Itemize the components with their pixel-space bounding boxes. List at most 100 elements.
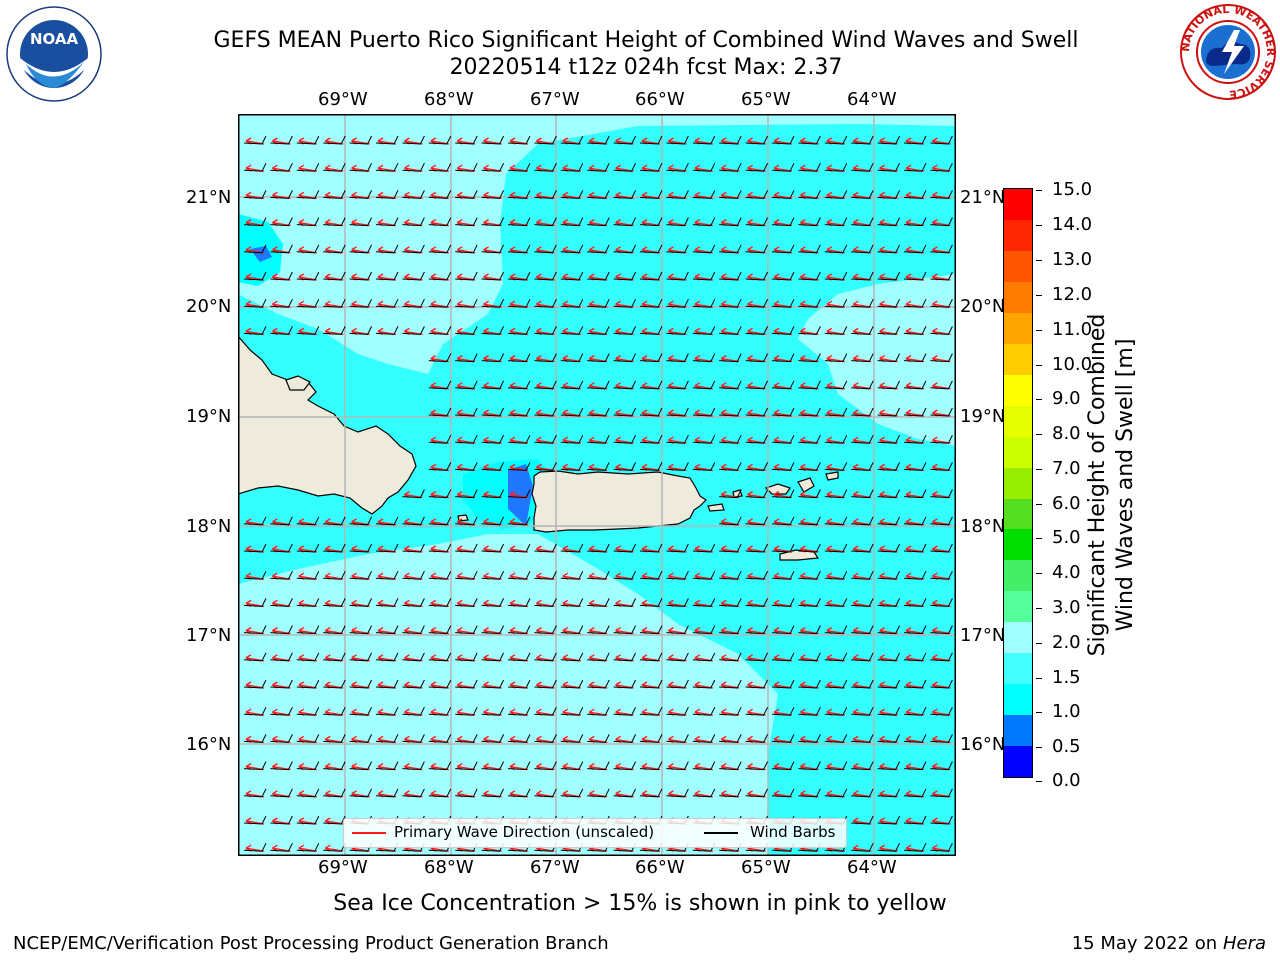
wind-barb xyxy=(719,652,742,662)
wind-barb xyxy=(296,598,320,607)
wind-barb xyxy=(323,761,346,771)
wind-barb xyxy=(719,462,742,471)
wind-barb xyxy=(666,434,689,444)
wind-barb xyxy=(270,761,293,771)
wind-barb xyxy=(719,326,742,335)
wind-barb xyxy=(613,462,637,471)
wind-barb xyxy=(534,706,557,716)
wind-barb xyxy=(851,326,874,335)
wind-barb xyxy=(877,190,901,199)
wind-barb xyxy=(877,815,901,825)
wind-barb xyxy=(534,135,557,145)
wind-barb xyxy=(455,516,478,526)
wind-barb xyxy=(349,162,373,172)
wind-barb xyxy=(851,135,874,145)
wind-barb xyxy=(560,217,584,227)
wind-barb xyxy=(296,543,320,553)
wind-barb xyxy=(455,543,478,553)
wind-barb xyxy=(323,652,346,662)
wind-barb xyxy=(534,244,557,254)
wind-barb xyxy=(323,679,346,689)
wind-barb xyxy=(270,190,293,199)
colorbar-tick: 5.0 xyxy=(1036,527,1081,548)
wind-barb xyxy=(851,734,874,743)
wind-barb xyxy=(639,761,663,771)
wind-barb xyxy=(771,407,795,417)
wind-barb xyxy=(428,598,452,607)
wind-barb xyxy=(719,625,742,635)
wind-barb xyxy=(824,462,848,471)
colorbar-tick: 11.0 xyxy=(1035,319,1093,340)
wind-barb xyxy=(507,271,531,281)
wind-barb xyxy=(349,271,373,281)
wind-barb xyxy=(587,598,610,607)
wind-barb xyxy=(877,516,901,526)
wind-barb xyxy=(877,543,901,553)
wind-barb xyxy=(692,244,716,254)
wind-barb xyxy=(270,734,293,743)
wind-barb xyxy=(481,706,505,716)
wind-barb xyxy=(349,543,373,553)
wind-barb xyxy=(560,570,584,580)
wind-barb xyxy=(692,570,716,580)
wind-barb xyxy=(798,271,821,281)
wind-barb xyxy=(719,679,742,689)
wind-barb xyxy=(692,217,716,227)
wind-barb xyxy=(402,489,425,499)
wind-barb xyxy=(613,734,637,743)
wind-barb xyxy=(375,788,399,798)
wind-barb xyxy=(455,652,478,662)
colorbar-tick: 9.0 xyxy=(1036,388,1081,409)
wind-barb xyxy=(375,598,399,607)
wind-barb xyxy=(296,135,320,145)
lat-label-left: 17°N xyxy=(186,625,232,646)
colorbar-segment xyxy=(1004,219,1032,251)
wind-barb xyxy=(428,217,452,227)
lon-label-bottom: 69°W xyxy=(318,857,368,878)
colorbar-segment xyxy=(1004,312,1032,344)
wind-barb xyxy=(745,516,769,526)
footer-date: 15 May 2022 on xyxy=(1071,933,1218,954)
wind-barb xyxy=(349,598,373,607)
wind-barb xyxy=(270,625,293,635)
wind-barb xyxy=(613,761,637,771)
wind-barb xyxy=(877,706,901,716)
wind-barb xyxy=(455,679,478,689)
lat-label-right: 19°N xyxy=(960,406,1006,427)
wind-barb xyxy=(877,271,901,281)
wind-barb xyxy=(296,298,320,308)
wind-barb xyxy=(719,135,742,145)
wind-barb xyxy=(666,271,689,281)
wave-direction-swatch xyxy=(352,832,386,834)
wind-barb xyxy=(296,625,320,635)
lon-label-bottom: 66°W xyxy=(635,857,685,878)
wind-barb xyxy=(903,407,927,417)
wind-barb xyxy=(481,462,505,471)
wind-barb xyxy=(903,380,927,390)
wind-barb xyxy=(243,570,267,580)
wind-barb xyxy=(243,761,267,771)
wind-barb xyxy=(375,271,399,281)
wind-barb xyxy=(930,298,953,308)
wind-barb xyxy=(824,353,848,363)
wind-barb xyxy=(930,217,953,227)
wind-barb xyxy=(507,162,531,172)
wind-barb xyxy=(613,162,637,172)
wind-barb xyxy=(798,788,821,798)
colorbar-segment xyxy=(1004,405,1032,437)
wind-barb xyxy=(534,788,557,798)
lat-label-left: 16°N xyxy=(186,734,232,755)
wind-barb xyxy=(587,706,610,716)
wind-barb xyxy=(745,217,769,227)
wind-barb xyxy=(903,190,927,199)
wind-barb xyxy=(481,326,505,335)
wind-barb xyxy=(903,842,927,852)
wind-barb xyxy=(719,244,742,254)
wind-barb xyxy=(877,162,901,172)
wind-barb xyxy=(903,652,927,662)
wind-barb xyxy=(375,326,399,335)
wind-barb xyxy=(375,516,399,526)
wind-barb xyxy=(481,244,505,254)
wind-barb xyxy=(666,190,689,199)
wind-barb xyxy=(745,162,769,172)
